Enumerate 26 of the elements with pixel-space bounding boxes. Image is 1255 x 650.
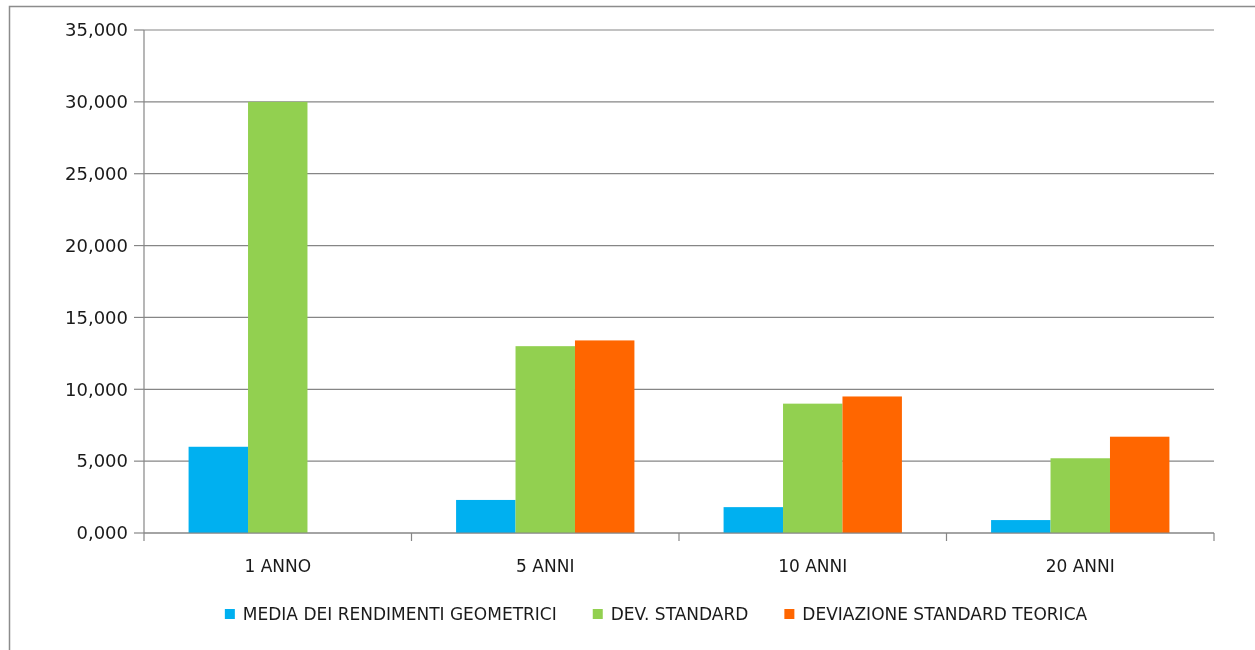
bar	[248, 101, 308, 533]
bar	[515, 346, 575, 533]
y-tick-label: 30,000	[65, 91, 128, 113]
legend-label: MEDIA DEI RENDIMENTI GEOMETRICI	[242, 603, 557, 624]
bar	[456, 499, 516, 533]
bar	[723, 507, 784, 533]
bar	[783, 403, 843, 533]
x-tick-label: 10 ANNI	[778, 555, 848, 576]
bar	[188, 446, 249, 533]
legend-label: DEVIAZIONE STANDARD TEORICA	[802, 603, 1088, 624]
bar	[574, 340, 635, 533]
y-tick-label: 5,000	[76, 450, 128, 472]
y-tick-label: 20,000	[65, 234, 128, 256]
legend-label: DEV. STANDARD	[610, 603, 749, 624]
bar	[1109, 436, 1170, 533]
x-tick-label: 1 ANNO	[244, 555, 312, 576]
bar	[991, 520, 1051, 533]
x-tick-label: 5 ANNI	[516, 555, 575, 576]
x-tick-label: 20 ANNI	[1045, 555, 1115, 576]
y-tick-label: 35,000	[65, 19, 128, 41]
y-tick-label: 15,000	[65, 306, 128, 328]
bar	[1050, 458, 1110, 533]
bar	[842, 396, 902, 533]
y-tick-label: 25,000	[65, 163, 128, 185]
y-tick-label: 0,000	[76, 522, 128, 544]
y-tick-label: 10,000	[65, 378, 128, 400]
